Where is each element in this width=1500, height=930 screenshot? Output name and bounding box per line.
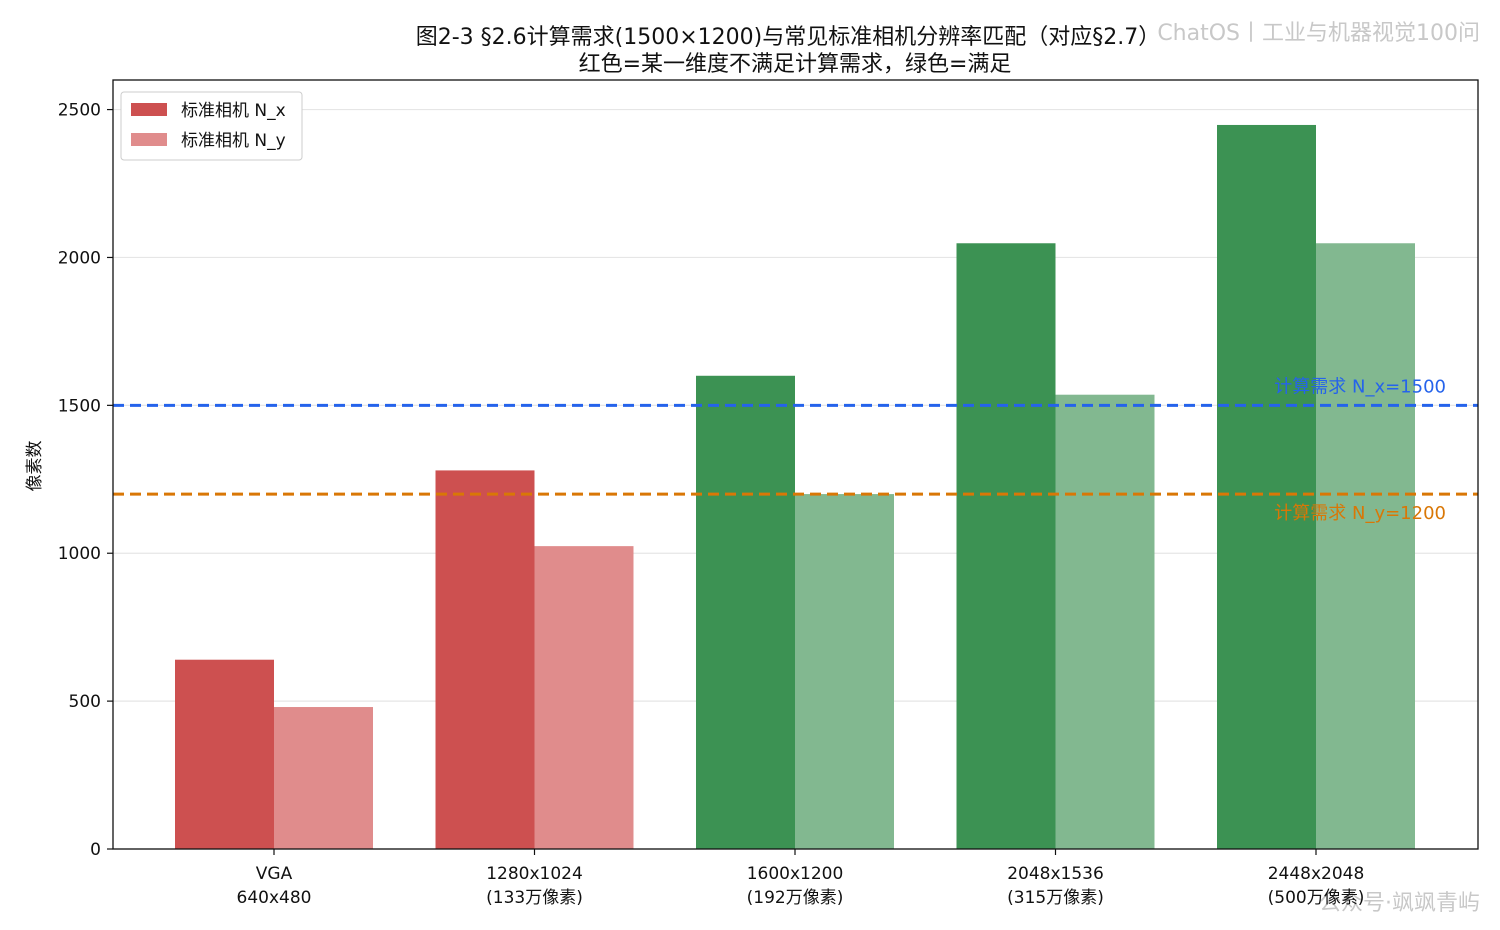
legend-swatch-ny xyxy=(131,133,167,146)
reference-label-1: 计算需求 N_y=1200 xyxy=(1274,503,1446,524)
legend-label-nx: 标准相机 N_x xyxy=(181,101,286,121)
y-axis-label: 像素数 xyxy=(25,441,45,492)
x-tick-label: (315万像素) xyxy=(1007,888,1104,908)
legend-label-ny: 标准相机 N_y xyxy=(181,131,286,151)
bar-layer xyxy=(175,124,1415,850)
bar-ny-4 xyxy=(1316,243,1415,849)
reference-label-0: 计算需求 N_x=1500 xyxy=(1274,376,1446,397)
legend: 标准相机 N_x 标准相机 N_y xyxy=(120,91,303,161)
y-tick-label: 1500 xyxy=(58,396,101,416)
x-tick-label: (133万像素) xyxy=(486,888,583,908)
y-tick-label: 2500 xyxy=(58,101,101,121)
y-tick-label: 0 xyxy=(90,840,101,860)
watermark-top-right: ChatOS丨工业与机器视觉100问 xyxy=(1157,21,1480,46)
bar-nx-4 xyxy=(1217,124,1316,850)
bar-nx-1 xyxy=(435,470,535,849)
x-axis: VGA 640x480 1280x1024 (133万像素) 1600x1200 (192… xyxy=(237,849,1365,908)
x-tick-label: 1600x1200 xyxy=(747,864,844,884)
x-tick-label: 1280x1024 xyxy=(486,864,583,884)
bar-ny-2 xyxy=(795,494,894,849)
x-tick-label: 640x480 xyxy=(237,888,312,908)
x-tick-label: 2048x1536 xyxy=(1007,864,1104,884)
legend-swatch-nx xyxy=(131,103,167,116)
y-tick-label: 500 xyxy=(69,692,101,712)
chart-subtitle: 红色=某一维度不满足计算需求，绿色=满足 xyxy=(579,52,1012,77)
bar-ny-0 xyxy=(274,707,373,849)
reference-line-layer: 计算需求 N_x=1500 计算需求 N_y=1200 xyxy=(113,376,1478,524)
bar-nx-2 xyxy=(696,375,795,849)
watermark-bottom-right: 公众号·飒飒青屿 xyxy=(1319,891,1480,916)
y-tick-label: 2000 xyxy=(58,248,101,268)
bar-ny-3 xyxy=(1055,394,1155,849)
x-tick-label: VGA xyxy=(256,864,293,884)
x-tick-label: 2448x2048 xyxy=(1268,864,1365,884)
y-axis: 0 500 1000 1500 2000 2500 xyxy=(58,101,113,860)
x-tick-label: (192万像素) xyxy=(747,888,844,908)
bar-ny-1 xyxy=(534,546,634,849)
bar-nx-0 xyxy=(175,659,274,849)
chart-title: 图2-3 §2.6计算需求(1500×1200)与常见标准相机分辨率匹配（对应§… xyxy=(416,25,1160,50)
x-tick-label: (500万像素) xyxy=(1268,888,1365,908)
y-tick-label: 1000 xyxy=(58,544,101,564)
bar-nx-3 xyxy=(956,243,1056,849)
